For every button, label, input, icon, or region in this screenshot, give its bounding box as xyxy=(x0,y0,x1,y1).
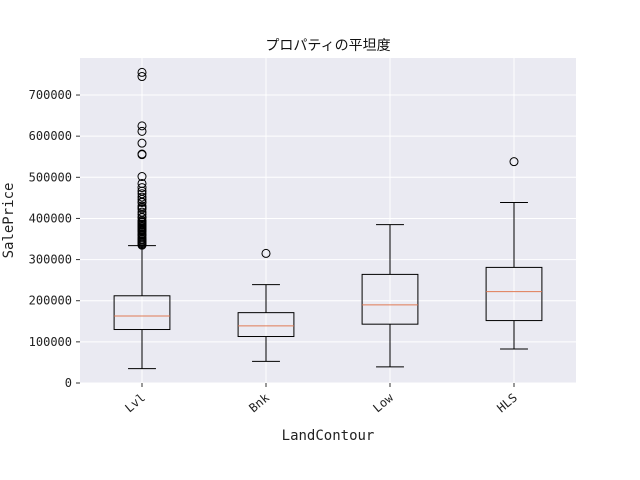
outlier-point xyxy=(137,213,147,223)
box-hls xyxy=(485,157,543,350)
y-axis-title: SalePrice xyxy=(1,183,17,259)
outlier-point xyxy=(137,240,147,250)
y-tick-label: 300000 xyxy=(29,253,72,267)
outlier-point xyxy=(137,126,147,136)
chart-title: プロパティの平坦度 xyxy=(265,38,390,54)
outlier-point xyxy=(137,172,147,182)
box-low xyxy=(361,224,419,368)
outlier-point xyxy=(137,67,147,77)
outlier-point xyxy=(137,121,147,131)
x-tick-label: Lvl xyxy=(122,391,148,416)
y-tick-label: 400000 xyxy=(29,211,72,225)
y-tick-label: 500000 xyxy=(29,170,72,184)
outlier-point xyxy=(137,183,147,193)
y-tick-label: 100000 xyxy=(29,335,72,349)
outlier-point xyxy=(509,157,519,167)
plot-area xyxy=(80,58,576,383)
outlier-point xyxy=(137,192,147,202)
x-tick-label: Bnk xyxy=(246,390,272,415)
outlier-point xyxy=(137,72,147,82)
y-axis: 0 100000 200000 300000 400000 500000 600000 700… xyxy=(29,88,80,390)
grid xyxy=(80,58,576,384)
x-axis-title: LandContour xyxy=(282,428,375,444)
x-axis: Lvl Bnk Low HLS xyxy=(122,383,520,415)
box-bnk xyxy=(237,248,295,362)
x-tick-label: HLS xyxy=(494,391,520,416)
outlier-point xyxy=(137,138,147,148)
outlier-point xyxy=(261,248,271,258)
outlier-point xyxy=(137,150,147,160)
box-iqr xyxy=(113,295,171,331)
boxes xyxy=(113,67,543,370)
outlier-point xyxy=(137,197,147,207)
box-iqr xyxy=(237,312,295,338)
x-tick-label: Low xyxy=(370,390,396,415)
y-tick-label: 200000 xyxy=(29,294,72,308)
y-tick-label: 700000 xyxy=(29,88,72,102)
box-iqr xyxy=(485,266,543,322)
box-lvl xyxy=(113,67,171,370)
y-tick-label: 600000 xyxy=(29,129,72,143)
y-tick-label: 0 xyxy=(65,376,72,390)
box-iqr xyxy=(361,273,419,325)
